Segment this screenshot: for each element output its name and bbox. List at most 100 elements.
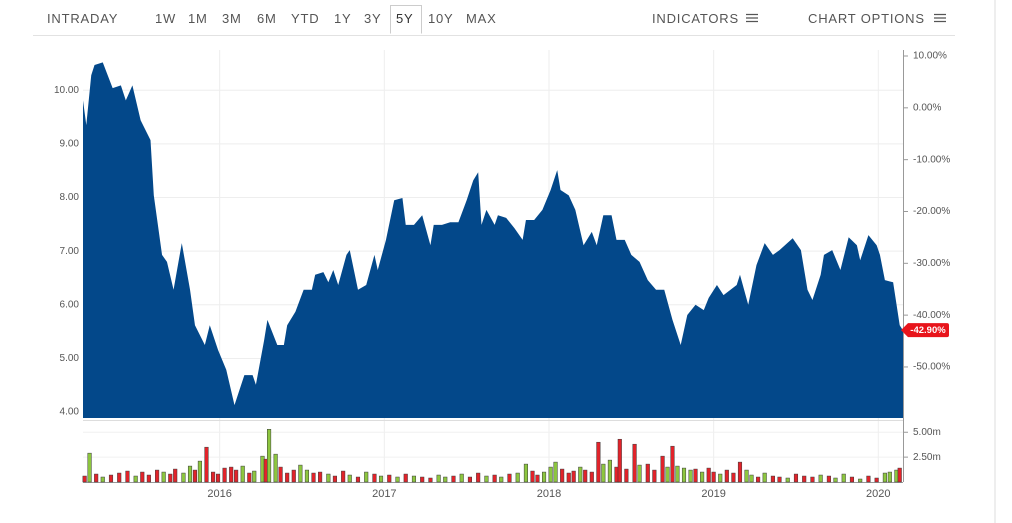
volume-bar — [411, 475, 417, 483]
volume-bar — [560, 468, 565, 483]
volume-bar — [665, 466, 670, 483]
volume-bar — [624, 468, 629, 483]
volume-bar — [693, 468, 698, 483]
volume-bar — [204, 446, 209, 483]
selected-range-box — [390, 5, 422, 34]
volume-bar — [181, 472, 186, 483]
toolbar: INTRADAY INDICATORS CHART OPTIONS 1W 1M 3M… — [0, 0, 1012, 36]
y-tick-label: 4.00 — [60, 407, 80, 418]
menu-icon — [746, 13, 759, 23]
volume-bar — [535, 474, 540, 483]
volume-bar — [364, 471, 369, 483]
volume-bar — [744, 469, 749, 483]
volume-bar — [82, 475, 87, 483]
volume-bar — [737, 461, 743, 483]
y2-tick-label: -20.00% — [913, 206, 950, 217]
range-button[interactable]: 10Y — [428, 11, 454, 26]
volume-bar — [240, 465, 245, 483]
volume-bar — [681, 467, 687, 483]
volume-bar — [197, 460, 202, 483]
volume-bar — [378, 475, 384, 483]
volume-bar — [451, 475, 456, 483]
volume-bar — [387, 474, 392, 483]
volume-bar — [304, 469, 309, 483]
volume-bar — [724, 469, 729, 483]
volume-bar — [887, 471, 892, 483]
volume-bar — [706, 467, 711, 483]
volume-bar — [443, 476, 448, 483]
x-tick-label: 2016 — [207, 488, 231, 500]
volume-bar — [467, 476, 472, 483]
volume-bar — [645, 463, 650, 483]
volume-bar — [347, 474, 352, 483]
range-button[interactable]: 1M — [188, 11, 208, 26]
volume-bar — [436, 474, 441, 483]
volume-bar — [596, 441, 601, 483]
x-tick-label: 2020 — [866, 488, 890, 500]
volume-bar — [211, 471, 216, 483]
volume-bar — [660, 455, 665, 483]
range-button[interactable]: 6M — [257, 11, 277, 26]
volume-bar — [601, 463, 606, 483]
volume-bar — [548, 466, 553, 483]
range-button[interactable]: MAX — [466, 11, 497, 26]
volume-bar — [318, 471, 323, 483]
volume-bar — [267, 429, 272, 483]
volume-bar — [161, 471, 166, 483]
range-button[interactable]: 3Y — [364, 11, 382, 26]
volume-bar — [897, 467, 902, 483]
volume-bar — [718, 473, 723, 483]
volume-bar — [173, 468, 178, 483]
range-button[interactable]: 1Y — [334, 11, 352, 26]
volume-bar — [187, 465, 193, 483]
x-tick-label: 2017 — [372, 488, 396, 500]
y-tick-label: 2.50m — [913, 452, 941, 463]
volume-bar — [273, 453, 278, 483]
volume-bar — [492, 474, 497, 483]
indicators-label: INDICATORS — [652, 11, 739, 26]
volume-bar — [341, 470, 346, 483]
y-tick-label: 8.00 — [60, 192, 80, 203]
volume-bar — [607, 459, 612, 483]
volume-bar — [632, 443, 637, 483]
volume-bar — [507, 473, 512, 483]
range-button[interactable]: 3M — [222, 11, 242, 26]
volume-bar — [428, 477, 433, 483]
volume-bar — [222, 467, 227, 483]
volume-bar — [499, 476, 504, 483]
volume-bar — [117, 472, 122, 483]
volume-bar — [731, 472, 736, 483]
volume-bar — [711, 471, 716, 483]
range-button[interactable]: 5Y — [396, 11, 414, 26]
volume-bar — [617, 438, 622, 483]
volume-bar — [140, 471, 145, 483]
chart-options-button[interactable]: CHART OPTIONS — [808, 11, 947, 26]
volume-bar — [762, 472, 767, 483]
volume-bar — [578, 466, 583, 483]
range-button[interactable]: 1W — [155, 11, 177, 26]
volume-bar — [155, 469, 160, 483]
volume-bar — [125, 470, 130, 483]
volume-bar — [285, 472, 290, 483]
volume-bar — [247, 472, 252, 483]
volume-bar — [777, 476, 782, 483]
volume-bar — [793, 473, 799, 483]
volume-bar — [826, 475, 831, 483]
indicators-button[interactable]: INDICATORS — [652, 11, 759, 26]
volume-bar — [332, 475, 337, 483]
volume-bar — [298, 464, 303, 483]
volume-bar — [571, 470, 576, 483]
volume-bar — [818, 474, 823, 483]
volume-bar — [476, 472, 481, 483]
range-button[interactable]: YTD — [291, 11, 320, 26]
y2-tick-label: -40.00% — [913, 310, 950, 321]
y2-tick-label: 0.00% — [913, 102, 941, 113]
volume-bar — [841, 473, 846, 483]
volume-bar — [100, 476, 105, 483]
volume-bar — [515, 472, 520, 483]
y2-tick-label: -30.00% — [913, 258, 950, 269]
volume-bar — [802, 475, 807, 483]
intraday-button[interactable]: INTRADAY — [47, 11, 119, 26]
volume-bar — [637, 464, 642, 483]
